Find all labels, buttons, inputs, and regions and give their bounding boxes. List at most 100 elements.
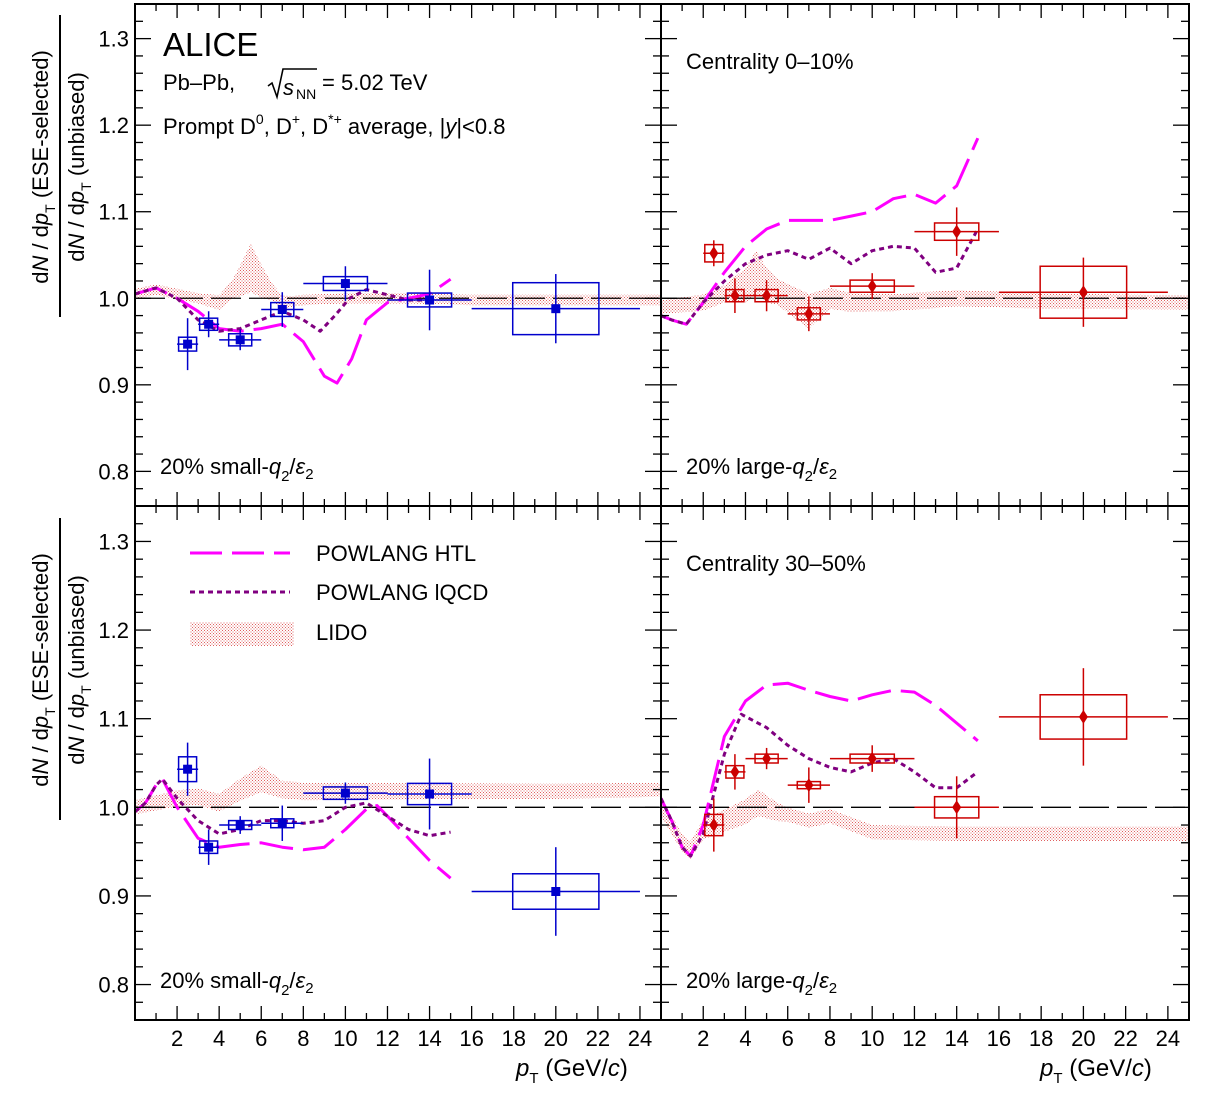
x-tick-label: 22: [586, 1026, 610, 1051]
panel-top-right: Centrality 0–10% 20% large-q2/ε2: [660, 3, 1190, 507]
data-point: [914, 776, 999, 839]
data-point: [303, 266, 388, 301]
y-tick-label: 1.3: [98, 529, 129, 554]
x-tick-label: 24: [1156, 1026, 1180, 1051]
data-point: [724, 278, 746, 313]
x-tick-label: 20: [544, 1026, 568, 1051]
data-point: [471, 847, 640, 936]
marker-diamond: [709, 246, 719, 261]
marker-square: [183, 339, 193, 349]
marker-square: [425, 295, 435, 305]
x-axis-title-left: pT (GeV/c): [515, 1055, 628, 1087]
data-point: [387, 758, 472, 830]
data-point: [998, 668, 1168, 766]
legend-lido-label: LIDO: [316, 620, 367, 645]
marker-diamond: [952, 224, 962, 239]
svg-text:dN / dpT (unbiased): dN / dpT (unbiased): [64, 575, 94, 765]
marker-square: [425, 789, 435, 799]
selection-label: 20% large-q2/ε2: [686, 968, 837, 999]
data-point: [745, 747, 788, 770]
lido-band: [661, 789, 1189, 859]
legend-lido-band: [190, 622, 294, 646]
marker-diamond: [709, 818, 719, 833]
marker-square: [183, 764, 193, 774]
panel-frame: [660, 505, 1190, 1021]
x-tick-label: 20: [1071, 1026, 1095, 1051]
header-annotations: ALICE Pb–Pb, s NN = 5.02 TeV Prompt D0, …: [163, 26, 506, 139]
plot-area: [135, 243, 661, 385]
svg-text:dN / dpT (ESE-selected): dN / dpT (ESE-selected): [28, 553, 58, 787]
sqrt-s-label: s: [283, 75, 294, 100]
x-tick-label: 8: [297, 1026, 309, 1051]
x-tick-label: 18: [1029, 1026, 1053, 1051]
marker-diamond: [804, 306, 814, 321]
sys-error-box: [704, 813, 724, 837]
sys-error-box: [933, 795, 980, 819]
ticks: 2 4 6 8 10 12 14 16 18 20 22 24: [660, 505, 1190, 1051]
data-point: [998, 257, 1168, 327]
plot-area: [661, 668, 1189, 859]
data-point: [745, 280, 788, 312]
marker-diamond: [1078, 709, 1088, 724]
data-point: [914, 207, 999, 256]
marker-diamond: [730, 288, 740, 303]
data-point: [261, 292, 304, 327]
centrality-label: Centrality 30–50%: [686, 551, 866, 576]
x-tick-label: 4: [213, 1026, 225, 1051]
x-axis-title-right: pT (GeV/c): [1039, 1055, 1152, 1087]
x-tick-label: 8: [824, 1026, 836, 1051]
marker-square: [277, 818, 287, 828]
data-point: [177, 318, 199, 371]
sys-error-box: [704, 243, 724, 263]
marker-square: [235, 820, 245, 830]
x-tick-label: 16: [459, 1026, 483, 1051]
x-tick-label: 14: [944, 1026, 968, 1051]
lido-band: [661, 250, 1189, 329]
energy-label: = 5.02 TeV: [322, 70, 428, 95]
marker-square: [204, 842, 214, 852]
marker-diamond: [867, 751, 877, 766]
sys-error-box: [1039, 265, 1128, 319]
panels-group: 0.8 0.9 1.0 1.1 1.2 1.3 20% small-q2/ε2 Central…: [98, 3, 1190, 1051]
legend: POWLANG HTL POWLANG lQCD LIDO: [190, 541, 488, 646]
marker-square: [340, 788, 350, 798]
legend-lqcd-label: POWLANG lQCD: [316, 580, 488, 605]
y-tick-label: 0.8: [98, 973, 129, 998]
x-tick-label: 10: [333, 1026, 357, 1051]
powlang-htl-curve: [135, 777, 452, 880]
x-tick-label: 2: [697, 1026, 709, 1051]
marker-square: [204, 319, 214, 329]
marker-square: [235, 335, 245, 345]
data-point: [219, 329, 262, 351]
sys-error-box: [406, 292, 453, 308]
data-point: [261, 805, 304, 841]
data-point: [703, 798, 725, 852]
y-tick-label: 1.2: [98, 113, 129, 138]
data-point: [703, 240, 725, 267]
x-tick-label: 18: [501, 1026, 525, 1051]
sys-error-box: [511, 281, 600, 336]
x-tick-label: 16: [987, 1026, 1011, 1051]
x-tick-label: 4: [739, 1026, 751, 1051]
sys-error-box: [933, 222, 980, 242]
powlang-htl-curve: [135, 277, 452, 385]
y-tick-label: 1.0: [98, 286, 129, 311]
ticks: 0.8 0.9 1.0 1.1 1.2 1.3: [98, 3, 662, 507]
selection-label: 20% small-q2/ε2: [160, 454, 314, 485]
data-point: [829, 273, 915, 300]
marker-diamond: [1078, 285, 1088, 300]
y-tick-label: 0.9: [98, 884, 129, 909]
particles-label: Prompt D0, D+, D*+ average, |y|<0.8: [163, 111, 506, 139]
sys-error-box: [177, 756, 198, 783]
marker-square: [277, 305, 287, 315]
plot-area: [661, 137, 1189, 332]
data-point: [219, 816, 262, 834]
y-tick-label: 0.9: [98, 373, 129, 398]
sys-error-box: [406, 782, 453, 806]
powlang-lqcd-curve: [135, 286, 430, 333]
x-tick-label: 22: [1113, 1026, 1137, 1051]
data-point: [198, 311, 220, 338]
svg-text:dN / dpT (unbiased): dN / dpT (unbiased): [64, 72, 94, 262]
marker-diamond: [730, 764, 740, 779]
